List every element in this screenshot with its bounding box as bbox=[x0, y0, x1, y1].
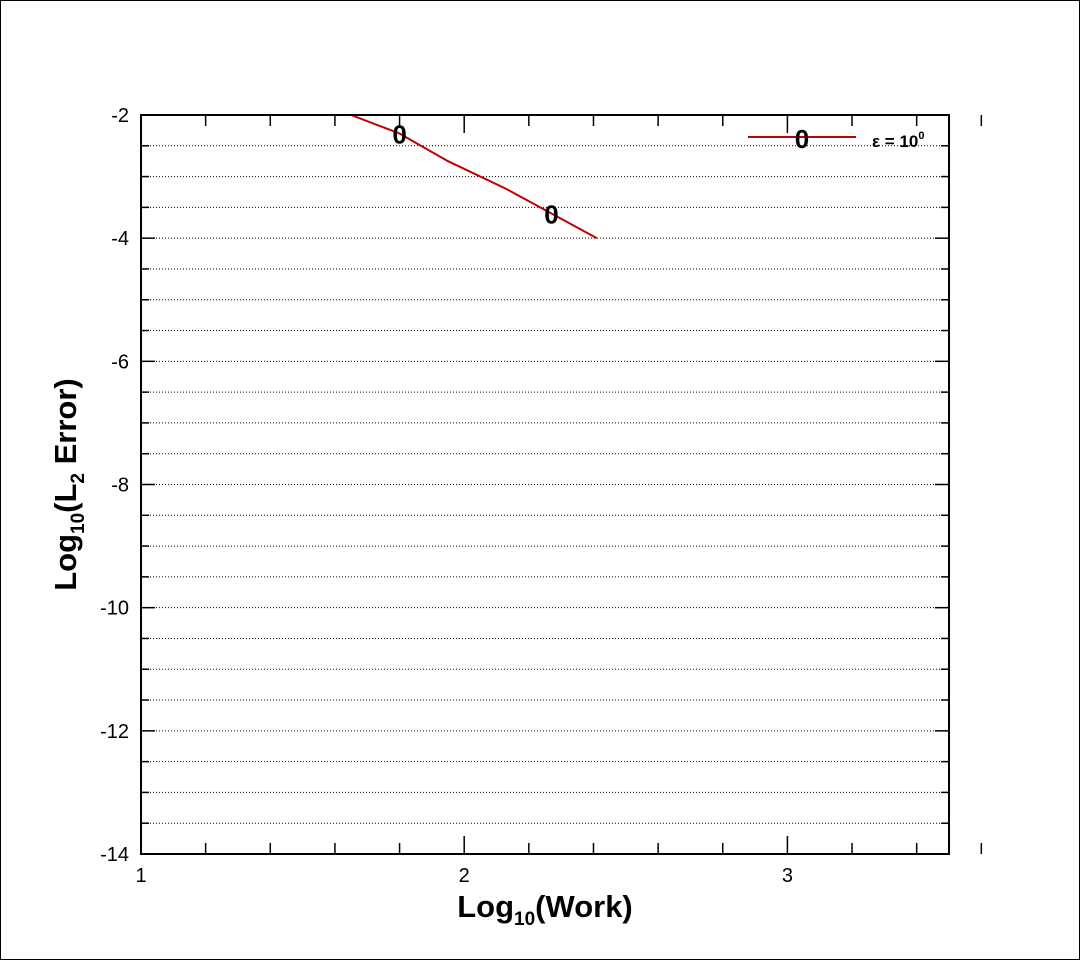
series-marker: 0 bbox=[392, 119, 406, 149]
legend-label-sup: 0 bbox=[918, 130, 924, 142]
y-title-base: Log bbox=[48, 534, 83, 591]
x-tick-label: 2 bbox=[459, 865, 470, 887]
legend-marker: 0 bbox=[795, 124, 809, 154]
x-title-rest: (Work) bbox=[535, 889, 633, 924]
y-tick-label: -12 bbox=[100, 721, 129, 743]
y-tick-label: -8 bbox=[111, 475, 129, 497]
grid-lines bbox=[141, 145, 949, 824]
y-axis-title: Log10(L2 Error) bbox=[48, 378, 89, 591]
legend-label: ε = 100 bbox=[872, 130, 924, 151]
y-title-sub: 10 bbox=[68, 513, 89, 534]
series-layer: 00 bbox=[350, 114, 598, 240]
x-title-base: Log bbox=[457, 889, 514, 924]
y-title-sub2: 2 bbox=[68, 473, 89, 484]
y-tick-label: -2 bbox=[111, 105, 129, 127]
x-tick-label: 3 bbox=[782, 865, 793, 887]
y-tick-label: -10 bbox=[100, 598, 129, 620]
series-marker: 0 bbox=[544, 200, 558, 230]
series-line bbox=[350, 114, 598, 240]
x-tick-label: 1 bbox=[135, 865, 146, 887]
x-title-sub: 10 bbox=[514, 909, 535, 930]
y-title-rest2: Error) bbox=[48, 378, 83, 473]
y-title-rest1: (L bbox=[48, 484, 83, 513]
legend-label-text: ε = 10 bbox=[872, 132, 918, 151]
y-tick-label: -6 bbox=[111, 351, 129, 373]
plot-area bbox=[140, 114, 950, 855]
y-tick-label: -14 bbox=[100, 844, 129, 866]
y-tick-label: -4 bbox=[111, 228, 129, 250]
tick-labels: -14 -12 -10 -8 -6 -4 -2 1 2 3 bbox=[100, 105, 793, 887]
legend: 0 ε = 100 bbox=[748, 124, 924, 154]
x-axis-title: Log10(Work) bbox=[457, 889, 633, 930]
